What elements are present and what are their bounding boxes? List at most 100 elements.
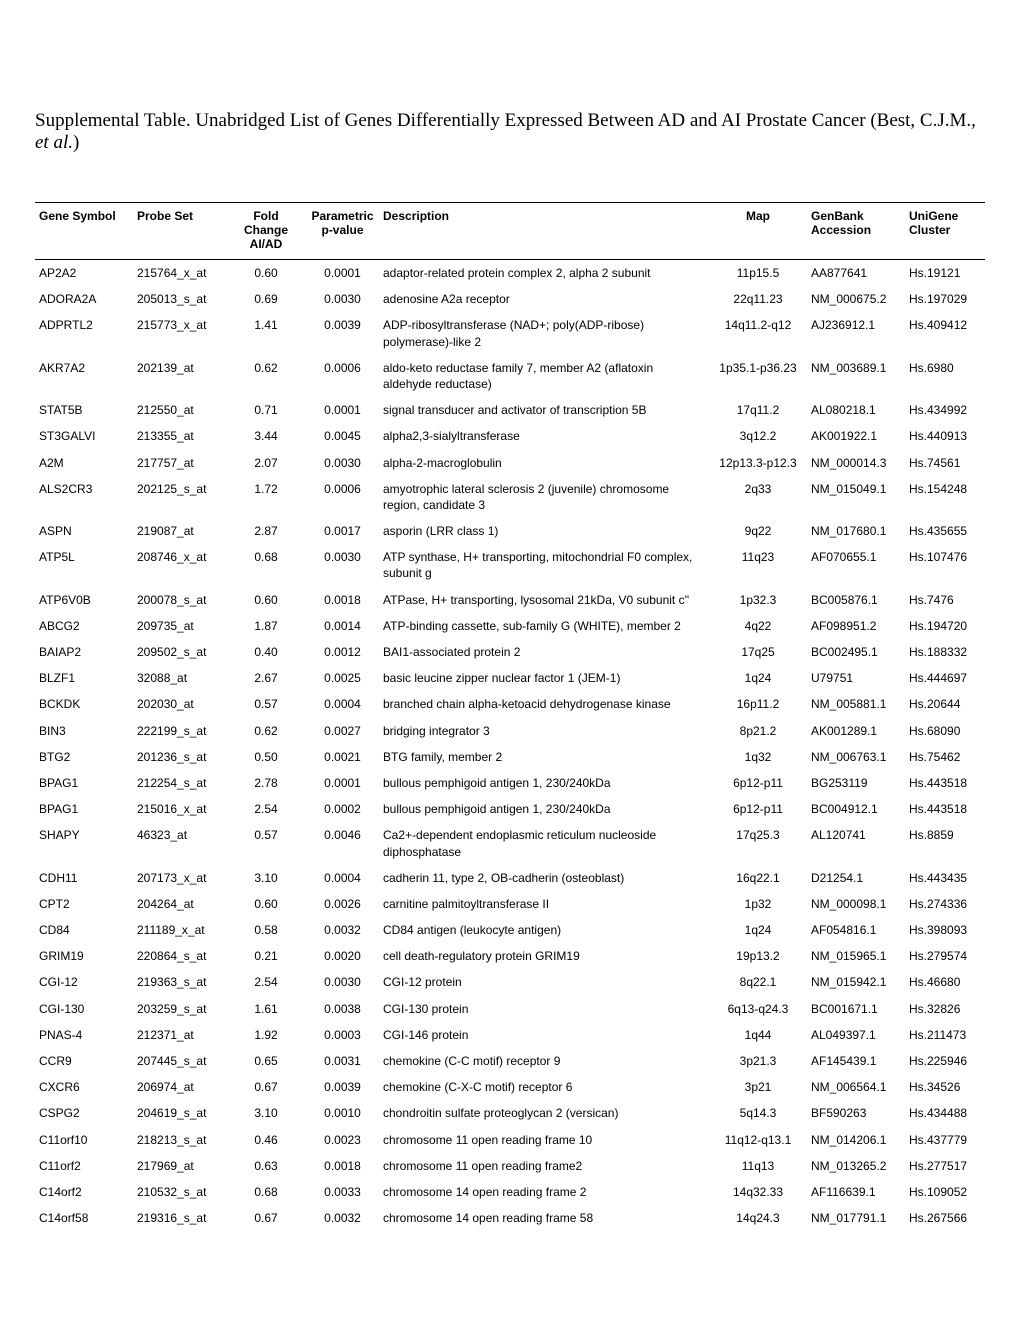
table-cell: AF070655.1 [807, 544, 905, 586]
table-cell: 0.0030 [306, 969, 379, 995]
table-cell: 3p21 [709, 1074, 807, 1100]
table-cell: 217757_at [133, 450, 226, 476]
table-cell: Hs.19121 [905, 260, 985, 287]
table-cell: Hs.444697 [905, 665, 985, 691]
table-cell: 207173_x_at [133, 865, 226, 891]
table-cell: 0.69 [226, 286, 306, 312]
table-row: STAT5B212550_at0.710.0001signal transduc… [35, 397, 985, 423]
table-cell: 3q12.2 [709, 423, 807, 449]
table-cell: 219316_s_at [133, 1205, 226, 1231]
table-cell: amyotrophic lateral sclerosis 2 (juvenil… [379, 476, 709, 518]
table-cell: aldo-keto reductase family 7, member A2 … [379, 355, 709, 397]
table-row: AP2A2215764_x_at0.600.0001adaptor-relate… [35, 260, 985, 287]
table-cell: 1q24 [709, 665, 807, 691]
table-cell: 8p21.2 [709, 718, 807, 744]
table-cell: Hs.274336 [905, 891, 985, 917]
table-cell: 0.71 [226, 397, 306, 423]
table-row: C11orf2217969_at0.630.0018chromosome 11 … [35, 1153, 985, 1179]
table-cell: ATP synthase, H+ transporting, mitochond… [379, 544, 709, 586]
table-cell: 32088_at [133, 665, 226, 691]
table-row: ASPN219087_at2.870.0017asporin (LRR clas… [35, 518, 985, 544]
table-cell: 218213_s_at [133, 1127, 226, 1153]
table-body: AP2A2215764_x_at0.600.0001adaptor-relate… [35, 260, 985, 1232]
table-cell: 0.65 [226, 1048, 306, 1074]
column-header: Fold Change AI/AD [226, 203, 306, 260]
table-cell: signal transducer and activator of trans… [379, 397, 709, 423]
table-row: CD84211189_x_at0.580.0032CD84 antigen (l… [35, 917, 985, 943]
table-cell: cell death-regulatory protein GRIM19 [379, 943, 709, 969]
table-cell: BLZF1 [35, 665, 133, 691]
table-cell: 210532_s_at [133, 1179, 226, 1205]
table-row: CSPG2204619_s_at3.100.0010chondroitin su… [35, 1100, 985, 1126]
table-cell: 0.0027 [306, 718, 379, 744]
table-cell: ATPase, H+ transporting, lysosomal 21kDa… [379, 587, 709, 613]
table-cell: 0.0004 [306, 691, 379, 717]
table-cell: Hs.443435 [905, 865, 985, 891]
table-cell: 0.60 [226, 587, 306, 613]
table-cell: Hs.443518 [905, 770, 985, 796]
table-cell: AA877641 [807, 260, 905, 287]
table-cell: GRIM19 [35, 943, 133, 969]
table-cell: BIN3 [35, 718, 133, 744]
table-cell: C11orf10 [35, 1127, 133, 1153]
table-cell: Hs.32826 [905, 996, 985, 1022]
table-row: ABCG2209735_at1.870.0014ATP-binding cass… [35, 613, 985, 639]
table-cell: 0.0003 [306, 1022, 379, 1048]
table-cell: CDH11 [35, 865, 133, 891]
table-cell: AL049397.1 [807, 1022, 905, 1048]
table-cell: Hs.74561 [905, 450, 985, 476]
column-header: UniGene Cluster [905, 203, 985, 260]
table-cell: 1.41 [226, 312, 306, 354]
table-cell: 212254_s_at [133, 770, 226, 796]
table-cell: bullous pemphigoid antigen 1, 230/240kDa [379, 770, 709, 796]
table-cell: Hs.437779 [905, 1127, 985, 1153]
table-cell: 202125_s_at [133, 476, 226, 518]
table-cell: ADORA2A [35, 286, 133, 312]
table-cell: CGI-146 protein [379, 1022, 709, 1048]
table-cell: 2.54 [226, 969, 306, 995]
table-cell: 0.63 [226, 1153, 306, 1179]
table-cell: BTG2 [35, 744, 133, 770]
table-cell: chromosome 11 open reading frame 10 [379, 1127, 709, 1153]
table-cell: 0.40 [226, 639, 306, 665]
table-cell: Hs.34526 [905, 1074, 985, 1100]
table-cell: 202139_at [133, 355, 226, 397]
table-cell: 0.0006 [306, 476, 379, 518]
table-cell: 2.07 [226, 450, 306, 476]
table-cell: 1.92 [226, 1022, 306, 1048]
table-cell: 215764_x_at [133, 260, 226, 287]
table-cell: ABCG2 [35, 613, 133, 639]
table-cell: 204619_s_at [133, 1100, 226, 1126]
table-row: GRIM19220864_s_at0.210.0020cell death-re… [35, 943, 985, 969]
table-cell: ASPN [35, 518, 133, 544]
table-cell: AL080218.1 [807, 397, 905, 423]
table-cell: 0.0039 [306, 312, 379, 354]
table-cell: 3p21.3 [709, 1048, 807, 1074]
table-cell: AKR7A2 [35, 355, 133, 397]
table-cell: 12p13.3-p12.3 [709, 450, 807, 476]
table-cell: Hs.440913 [905, 423, 985, 449]
table-cell: BC005876.1 [807, 587, 905, 613]
table-cell: NM_014206.1 [807, 1127, 905, 1153]
table-cell: AF098951.2 [807, 613, 905, 639]
table-cell: 220864_s_at [133, 943, 226, 969]
table-cell: 2.54 [226, 796, 306, 822]
table-cell: 212371_at [133, 1022, 226, 1048]
table-cell: CGI-130 protein [379, 996, 709, 1022]
table-cell: STAT5B [35, 397, 133, 423]
table-cell: Hs.188332 [905, 639, 985, 665]
table-cell: CD84 [35, 917, 133, 943]
table-cell: CPT2 [35, 891, 133, 917]
table-cell: 215016_x_at [133, 796, 226, 822]
table-cell: 0.0030 [306, 286, 379, 312]
table-cell: Hs.211473 [905, 1022, 985, 1048]
table-cell: 14q11.2-q12 [709, 312, 807, 354]
table-cell: chondroitin sulfate proteoglycan 2 (vers… [379, 1100, 709, 1126]
table-cell: carnitine palmitoyltransferase II [379, 891, 709, 917]
table-cell: 219087_at [133, 518, 226, 544]
table-cell: C14orf2 [35, 1179, 133, 1205]
table-cell: 19p13.2 [709, 943, 807, 969]
table-cell: PNAS-4 [35, 1022, 133, 1048]
table-cell: CSPG2 [35, 1100, 133, 1126]
table-cell: 0.0039 [306, 1074, 379, 1100]
